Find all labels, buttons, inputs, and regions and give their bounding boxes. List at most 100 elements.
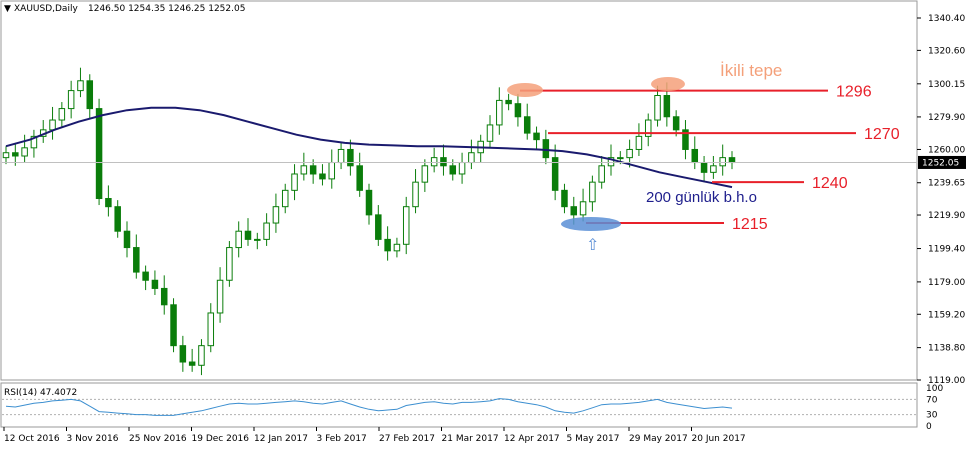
candle-body xyxy=(356,165,363,191)
candle-body xyxy=(654,95,661,121)
candle-body xyxy=(523,116,531,134)
rsi-guides-group xyxy=(2,398,917,416)
candle-body xyxy=(533,132,540,141)
time-tick-label: 20 Jun 2017 xyxy=(692,434,746,444)
time-tick-label: 12 Apr 2017 xyxy=(504,434,560,444)
price-tick-label: 1159.20 xyxy=(928,310,965,320)
candle-body xyxy=(421,165,429,183)
candle-body xyxy=(30,135,38,149)
time-axis: 12 Oct 2016 3 Nov 2016 25 Nov 2016 19 Dec 2… xyxy=(3,427,746,444)
level-label-1215: 1215 xyxy=(732,216,768,233)
candle-body xyxy=(337,148,345,164)
time-tick-label: 3 Feb 2017 xyxy=(317,434,367,444)
bottom-highlight xyxy=(561,217,621,231)
chart-header-arrow-icon: ▼ xyxy=(4,4,11,14)
candle-body xyxy=(151,279,159,289)
candle-body xyxy=(384,238,391,252)
rsi-tick-label: 70 xyxy=(926,395,938,405)
time-tick-label: 5 May 2017 xyxy=(567,434,620,444)
candle-body xyxy=(561,189,568,208)
candle-body xyxy=(86,80,94,110)
candle-body xyxy=(58,108,66,121)
rsi-panel xyxy=(0,382,918,428)
rsi-tick-label: 0 xyxy=(926,422,932,432)
price-tick-label: 1340.40 xyxy=(928,14,965,24)
candle-body xyxy=(216,279,224,314)
candle-body xyxy=(542,139,550,159)
candle-body xyxy=(672,116,680,131)
candle-body xyxy=(617,157,624,160)
candle-body xyxy=(635,135,643,150)
candle-body xyxy=(114,206,121,232)
candle-body xyxy=(728,157,736,164)
time-tick-label: 21 Mar 2017 xyxy=(442,434,499,444)
candle-body xyxy=(328,162,336,180)
candle-body xyxy=(12,152,19,157)
time-tick-label: 12 Oct 2016 xyxy=(4,434,60,444)
double-top-highlight-1 xyxy=(507,83,543,97)
candle-body xyxy=(644,119,652,137)
price-tick-label: 1119.00 xyxy=(928,376,965,386)
candle-body xyxy=(589,181,596,203)
rsi-title: RSI(14) 47.4072 xyxy=(4,388,77,398)
candle-body xyxy=(468,152,475,164)
candle-body xyxy=(77,80,84,92)
time-tick-label: 29 May 2017 xyxy=(629,434,688,444)
rsi-tick-label: 30 xyxy=(926,411,938,421)
level-label-1296: 1296 xyxy=(836,84,872,101)
candle-body xyxy=(105,198,112,208)
candle-body xyxy=(272,206,280,224)
candle-body xyxy=(375,214,382,240)
price-axis: 1340.40 1320.60 1300.15 1279.90 1260.00 1239.… xyxy=(917,14,965,386)
candle-body xyxy=(170,304,177,347)
price-tick-label: 1279.90 xyxy=(928,113,965,123)
candle-body xyxy=(142,271,149,281)
candle-body xyxy=(263,222,270,240)
time-tick-label: 12 Jan 2017 xyxy=(254,434,308,444)
level-label-1240: 1240 xyxy=(812,175,848,192)
candle-body xyxy=(682,129,689,150)
candle-body xyxy=(235,230,242,249)
candle-body xyxy=(133,247,140,273)
candle-body xyxy=(551,157,559,191)
symbol-label: XAUUSD,Daily xyxy=(14,4,78,14)
candle-body xyxy=(123,230,131,249)
candle-body xyxy=(281,189,289,208)
candle-body xyxy=(440,157,447,167)
candle-body xyxy=(21,147,28,157)
candle-body xyxy=(160,287,168,306)
candle-body xyxy=(49,119,56,131)
candle-body xyxy=(607,157,615,167)
candle-body xyxy=(496,99,503,126)
candle-body xyxy=(207,312,215,347)
candle-body xyxy=(347,148,354,167)
price-tick-label: 1138.80 xyxy=(928,344,965,354)
candle-body xyxy=(309,165,317,175)
candle-body xyxy=(365,189,373,216)
levels-group: 1296 1270 1240 1215 xyxy=(2,84,917,233)
candle-body xyxy=(719,157,726,167)
candle-body xyxy=(254,238,261,241)
candle-body xyxy=(626,148,633,159)
candle-body xyxy=(598,165,605,183)
ohlc-label: 1246.50 1254.35 1246.25 1252.05 xyxy=(88,4,245,14)
price-tick-label: 1239.65 xyxy=(928,179,965,189)
candle-body xyxy=(449,165,457,175)
price-tick-label: 1219.90 xyxy=(928,211,965,221)
candle-body xyxy=(663,95,671,118)
candle-body xyxy=(300,165,308,175)
candle-body xyxy=(226,247,233,281)
candle-body xyxy=(198,345,205,366)
candle-body xyxy=(412,181,419,208)
time-tick-label: 3 Nov 2016 xyxy=(67,434,119,444)
price-tick-label: 1199.40 xyxy=(928,245,965,255)
candle-body xyxy=(579,201,587,216)
price-tick-label: 1260.00 xyxy=(928,145,965,155)
candle-body xyxy=(291,173,298,191)
candle-body xyxy=(2,152,10,159)
double-top-annotation: İkili tepe xyxy=(720,61,782,80)
candle-body xyxy=(244,230,252,240)
up-arrow-icon: ⇧ xyxy=(586,235,599,254)
